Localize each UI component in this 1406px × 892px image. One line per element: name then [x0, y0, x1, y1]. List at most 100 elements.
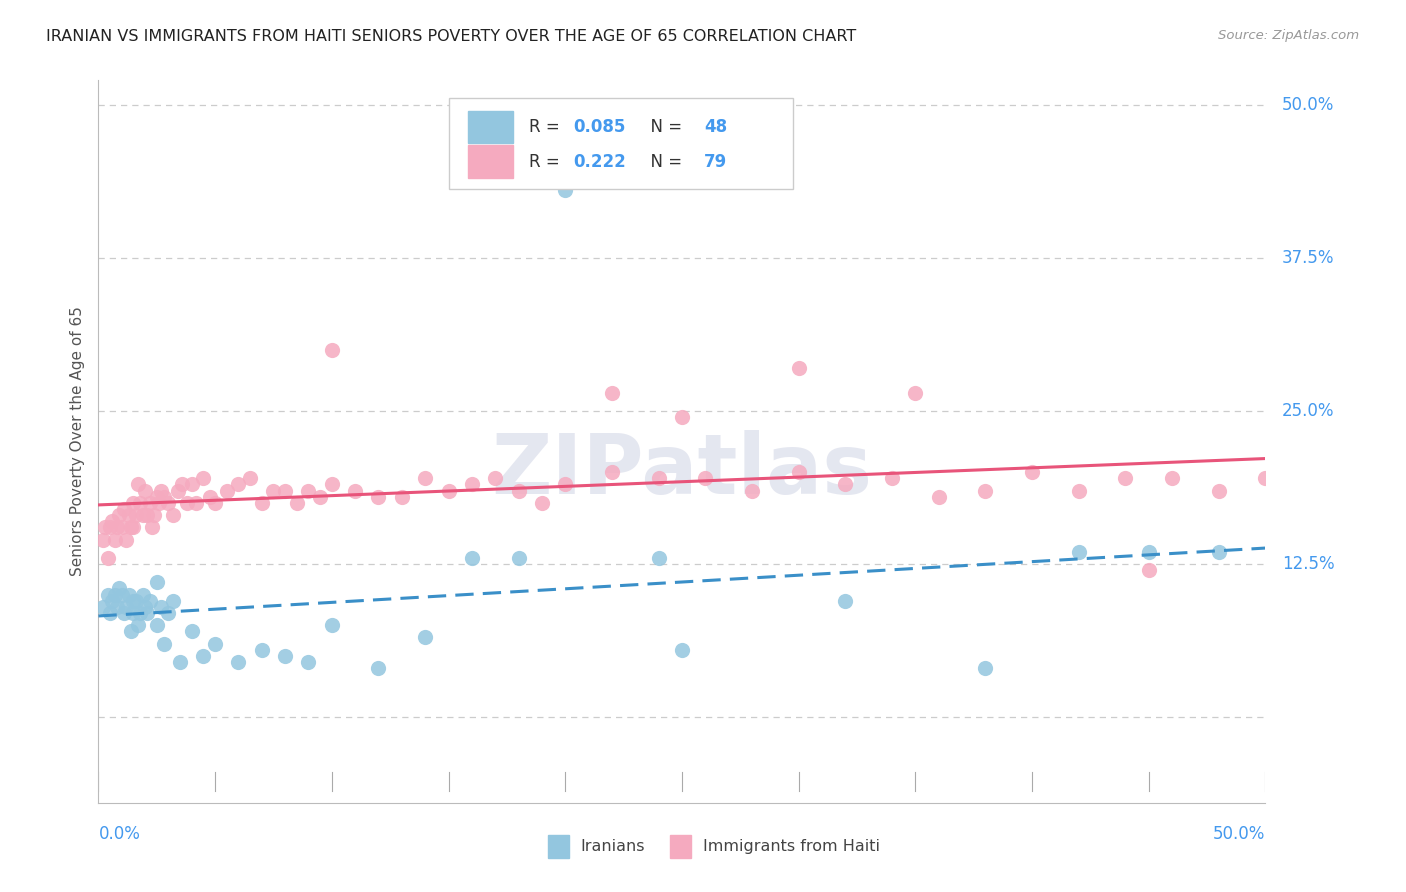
Point	[200, 490, 222, 504]
Point	[928, 490, 950, 504]
Point	[1208, 483, 1230, 498]
Point	[309, 490, 332, 504]
Point	[108, 582, 131, 596]
Point	[91, 599, 114, 614]
Point	[367, 490, 389, 504]
Point	[297, 655, 319, 669]
Point	[647, 550, 669, 565]
Point	[413, 471, 436, 485]
Point	[134, 483, 156, 498]
Point	[1208, 545, 1230, 559]
Bar	[671, 835, 692, 858]
Point	[1067, 483, 1090, 498]
Point	[132, 508, 155, 522]
Point	[671, 642, 693, 657]
Point	[974, 483, 997, 498]
Point	[108, 508, 131, 522]
Point	[157, 606, 180, 620]
Point	[150, 483, 173, 498]
Point	[120, 624, 142, 639]
Point	[143, 508, 166, 522]
Point	[101, 593, 124, 607]
Text: N =: N =	[640, 118, 688, 136]
Point	[250, 642, 273, 657]
Point	[98, 606, 121, 620]
Point	[122, 593, 145, 607]
Text: 0.085: 0.085	[574, 118, 626, 136]
Point	[1114, 471, 1136, 485]
Point	[321, 477, 343, 491]
Point	[129, 496, 152, 510]
Point	[91, 533, 114, 547]
Point	[461, 550, 484, 565]
Point	[671, 410, 693, 425]
Point	[484, 471, 506, 485]
Point	[127, 618, 149, 632]
Text: 50.0%: 50.0%	[1282, 95, 1334, 114]
Point	[139, 593, 162, 607]
Point	[122, 496, 145, 510]
Point	[101, 514, 124, 528]
Text: 37.5%: 37.5%	[1282, 249, 1334, 267]
Point	[148, 496, 170, 510]
Point	[104, 533, 127, 547]
Point	[193, 648, 215, 663]
Point	[104, 588, 127, 602]
Point	[1161, 471, 1184, 485]
Point	[321, 343, 343, 357]
Point	[1021, 465, 1043, 479]
Text: 12.5%: 12.5%	[1282, 555, 1334, 573]
Point	[1137, 545, 1160, 559]
Point	[215, 483, 238, 498]
Point	[297, 483, 319, 498]
Point	[150, 599, 173, 614]
Text: Iranians: Iranians	[581, 838, 645, 854]
Point	[367, 661, 389, 675]
Point	[1137, 563, 1160, 577]
Bar	[548, 835, 568, 858]
Point	[125, 508, 148, 522]
Point	[136, 606, 159, 620]
Point	[105, 520, 128, 534]
Text: 0.222: 0.222	[574, 153, 626, 170]
Point	[600, 465, 623, 479]
FancyBboxPatch shape	[449, 98, 793, 189]
Point	[122, 520, 145, 534]
Point	[228, 477, 250, 491]
Point	[880, 471, 903, 485]
Point	[741, 483, 763, 498]
Point	[98, 520, 121, 534]
Point	[834, 477, 856, 491]
Text: 25.0%: 25.0%	[1282, 402, 1334, 420]
Point	[125, 593, 148, 607]
Text: R =: R =	[529, 118, 565, 136]
Point	[180, 477, 202, 491]
Point	[600, 385, 623, 400]
Point	[413, 631, 436, 645]
Point	[508, 550, 530, 565]
Point	[285, 496, 308, 510]
Text: Source: ZipAtlas.com: Source: ZipAtlas.com	[1219, 29, 1360, 43]
Point	[437, 483, 460, 498]
Point	[112, 502, 135, 516]
Point	[176, 496, 198, 510]
Point	[166, 483, 188, 498]
Point	[274, 648, 297, 663]
Point	[152, 490, 174, 504]
Point	[787, 361, 810, 376]
Point	[136, 508, 159, 522]
Point	[105, 599, 128, 614]
Point	[162, 593, 184, 607]
Point	[204, 637, 226, 651]
Text: 48: 48	[704, 118, 727, 136]
Bar	[468, 145, 513, 178]
Point	[180, 624, 202, 639]
Point	[239, 471, 262, 485]
Point	[97, 550, 120, 565]
Point	[139, 496, 162, 510]
Point	[115, 599, 138, 614]
Point	[111, 588, 134, 602]
Point	[146, 618, 169, 632]
Point	[834, 593, 856, 607]
Point	[262, 483, 284, 498]
